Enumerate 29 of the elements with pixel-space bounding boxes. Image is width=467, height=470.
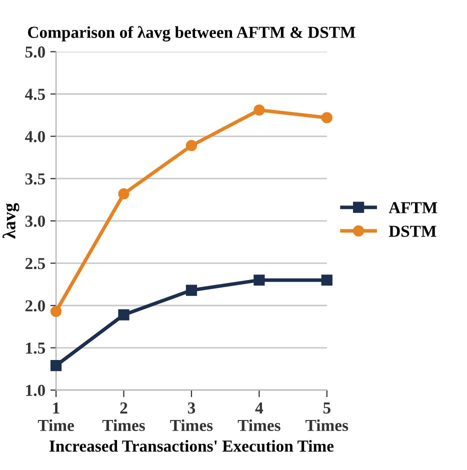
y-tick-label: 2.0 <box>25 300 45 312</box>
y-tick-label: 1.5 <box>26 342 46 354</box>
point <box>321 112 332 124</box>
point <box>186 140 198 152</box>
chart-title: Comparison of λavg between AFTM & DSTM <box>28 26 356 42</box>
y-tick-label: 3.5 <box>25 173 46 185</box>
y-tick-label: 1.0 <box>26 384 45 396</box>
y-tick-label: 3.0 <box>25 216 45 227</box>
legend-label: DSTM <box>388 226 436 237</box>
x-tick-label: 2 Times <box>102 402 145 432</box>
y-tick-label: 5.0 <box>25 46 45 58</box>
x-tick-label: 4 Times <box>238 402 280 432</box>
x-tick-label: 3 Times <box>170 402 213 432</box>
y-axis-title: λavg <box>2 203 20 239</box>
x-tick-label: 5 Times <box>306 402 348 432</box>
point <box>118 188 130 200</box>
point <box>50 360 62 372</box>
y-tick-label: 2.5 <box>25 258 46 270</box>
y-tick-label: 4.0 <box>25 131 45 142</box>
point <box>254 274 265 286</box>
y-tick-label: 4.5 <box>25 88 46 100</box>
point <box>118 309 130 320</box>
legend-label: AFTM <box>388 202 438 214</box>
point <box>254 104 265 116</box>
point <box>186 284 198 296</box>
point <box>321 274 332 286</box>
x-axis-title: Increased Transactions' Execution Time <box>49 440 334 452</box>
x-tick-label: 1 Time <box>38 402 74 432</box>
point <box>50 306 62 317</box>
